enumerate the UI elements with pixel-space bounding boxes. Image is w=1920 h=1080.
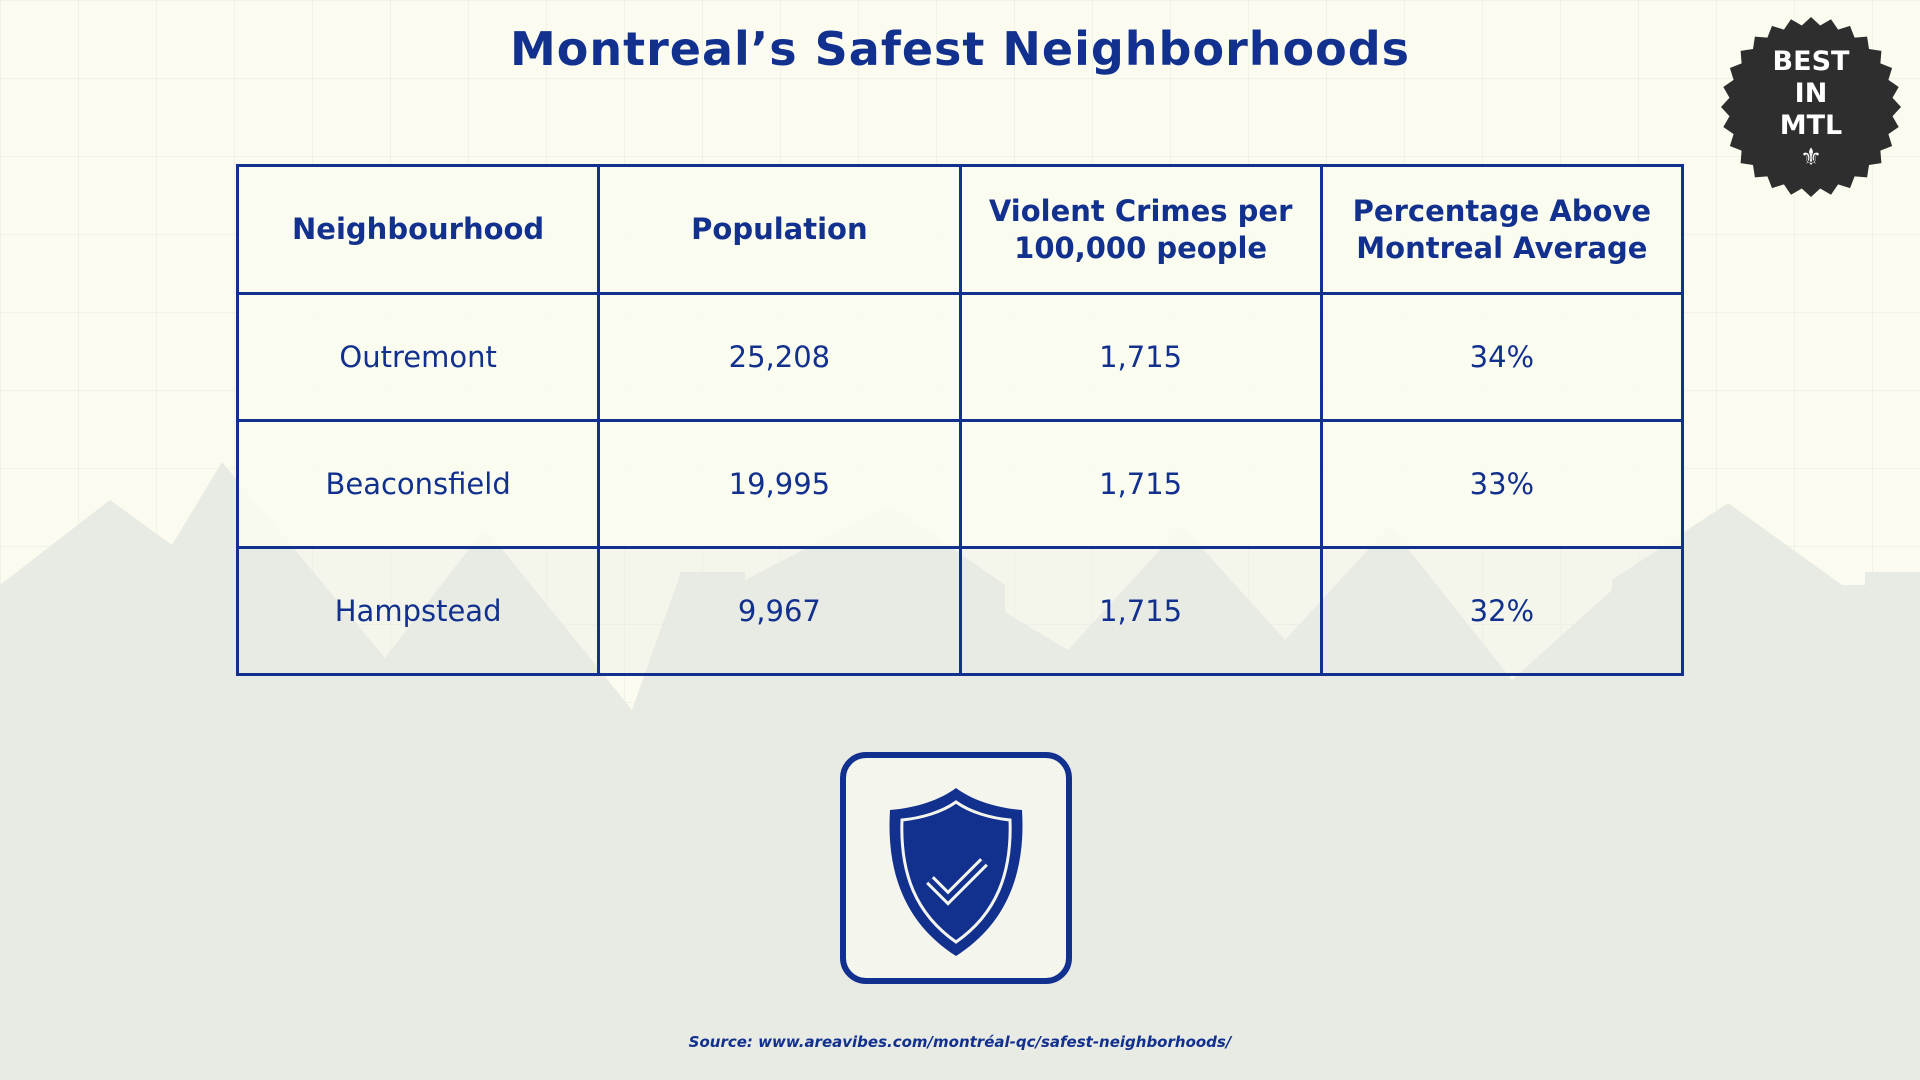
column-header: Percentage Above Montreal Average <box>1319 164 1685 295</box>
badge-line-2: IN <box>1794 78 1828 109</box>
badge-line-1: BEST <box>1772 46 1850 77</box>
population-cell: 25,208 <box>597 292 962 422</box>
violent-crimes-cell: 1,715 <box>958 419 1323 549</box>
column-header: Population <box>597 164 962 295</box>
shield-check-icon <box>889 788 1023 956</box>
page-title: Montreal’s Safest Neighborhoods <box>509 22 1411 76</box>
neighbourhood-cell: Beaconsfield <box>235 419 601 549</box>
population-cell: 19,995 <box>597 419 962 549</box>
population-cell: 9,967 <box>597 546 962 676</box>
table-header-row: Neighbourhood Population Violent Crimes … <box>235 164 1685 295</box>
violent-crimes-cell: 1,715 <box>958 292 1323 422</box>
column-header: Neighbourhood <box>235 164 601 295</box>
percentage-cell: 34% <box>1319 292 1685 422</box>
fleur-de-lis-icon: ⚜ <box>1800 143 1822 171</box>
column-header: Violent Crimes per 100,000 people <box>958 164 1323 295</box>
shield-icon-frame <box>840 752 1072 984</box>
neighbourhood-cell: Outremont <box>235 292 601 422</box>
table-row: Hampstead 9,967 1,715 32% <box>235 546 1685 676</box>
percentage-cell: 33% <box>1319 419 1685 549</box>
source-citation: Source: www.areavibes.com/montréal-qc/sa… <box>688 1033 1232 1051</box>
table-row: Outremont 25,208 1,715 34% <box>235 292 1685 422</box>
table-row: Beaconsfield 19,995 1,715 33% <box>235 419 1685 549</box>
safest-neighborhoods-table: Neighbourhood Population Violent Crimes … <box>235 164 1685 676</box>
neighbourhood-cell: Hampstead <box>235 546 601 676</box>
badge-seal-shape <box>1721 17 1901 197</box>
best-in-mtl-badge: BEST IN MTL ⚜ <box>1720 16 1902 198</box>
percentage-cell: 32% <box>1319 546 1685 676</box>
violent-crimes-cell: 1,715 <box>958 546 1323 676</box>
badge-line-3: MTL <box>1779 110 1843 141</box>
